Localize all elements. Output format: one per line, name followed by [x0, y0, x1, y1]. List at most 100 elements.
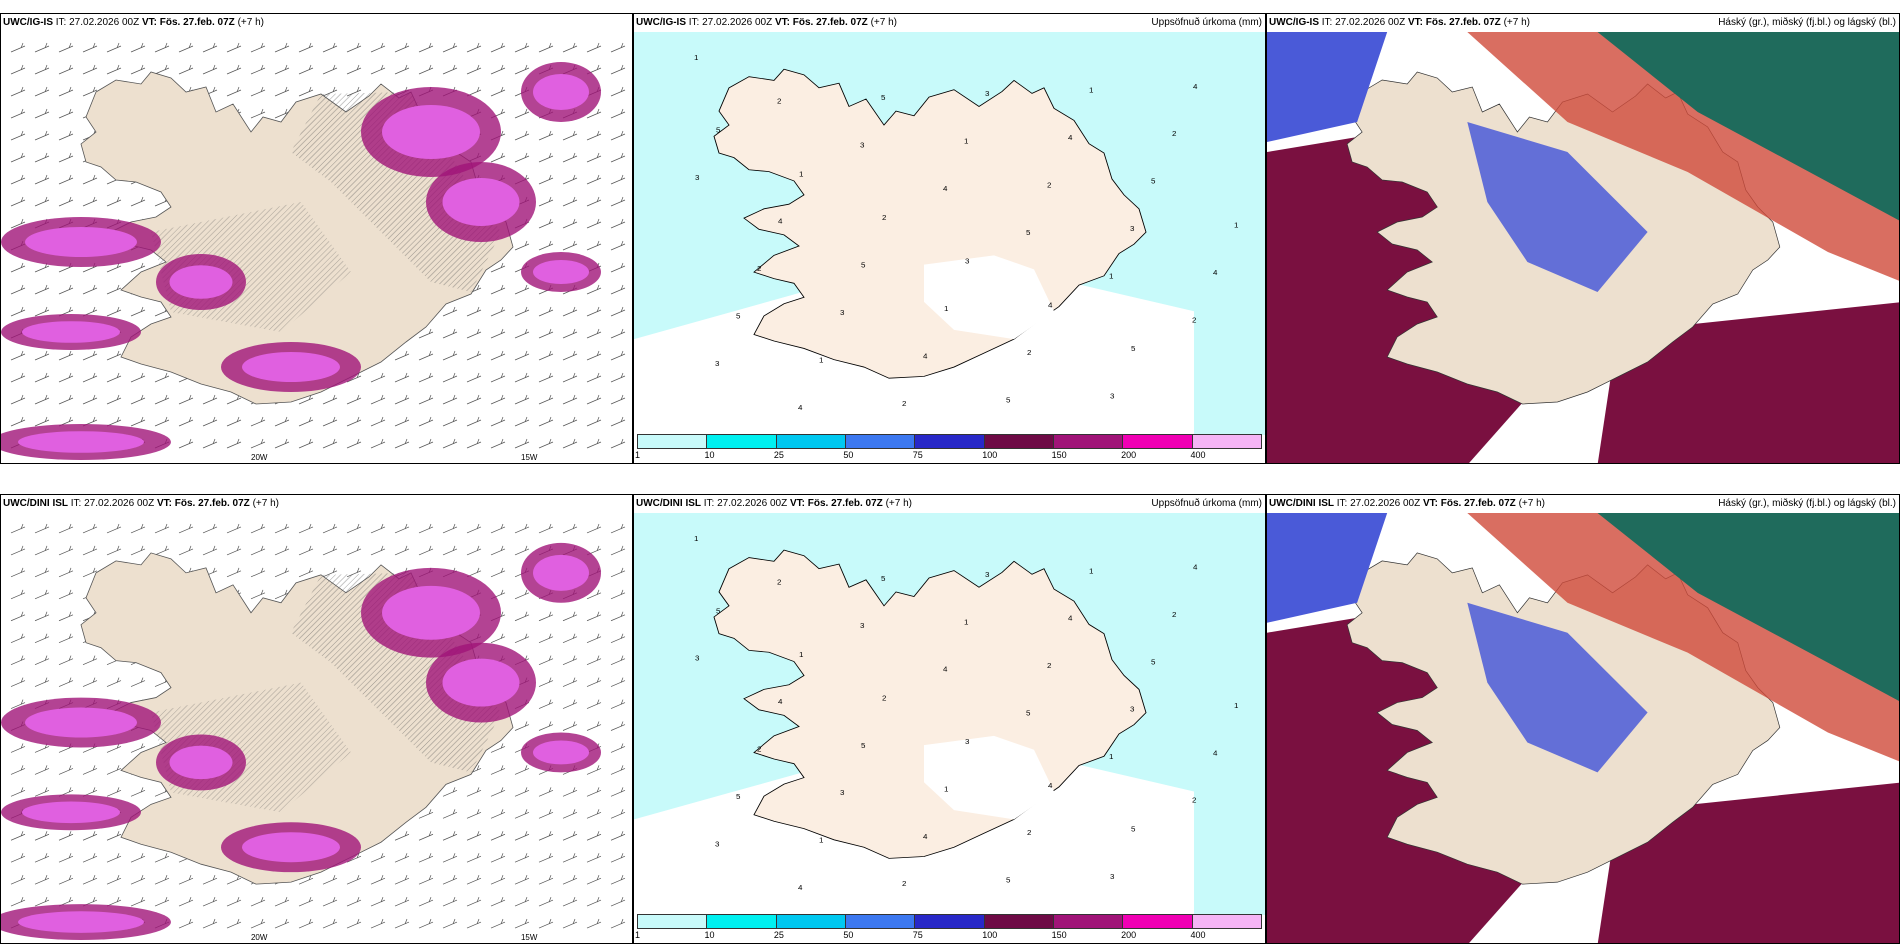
wind-barb	[466, 787, 482, 797]
wind-barb	[82, 42, 98, 53]
precip-value: 2	[1192, 796, 1196, 805]
wind-barb	[226, 918, 242, 929]
wind-barb	[202, 64, 218, 75]
wind-barb	[562, 853, 578, 863]
wind-barb	[106, 42, 122, 53]
wind-barb	[370, 918, 386, 929]
wind-barb	[610, 328, 626, 339]
wind-barb	[418, 853, 434, 863]
wind-barb	[370, 416, 386, 427]
wind-barb	[10, 130, 26, 141]
wind-barb	[58, 875, 74, 885]
wind-barb	[82, 523, 98, 534]
precip-value: 1	[799, 170, 803, 179]
lead-time: (+7 h)	[1503, 17, 1530, 28]
init-time: IT: 27.02.2026 00Z	[70, 498, 155, 509]
wind-barb	[394, 372, 410, 383]
wind-barb	[106, 831, 122, 841]
wind-barb	[250, 545, 266, 556]
wind-barb	[370, 372, 386, 383]
wind-barb	[154, 523, 170, 534]
colorbar-cells	[637, 434, 1262, 449]
wind-barb	[178, 438, 194, 449]
wind-barb	[346, 438, 362, 449]
wind-barb	[394, 831, 410, 841]
wind-barb	[10, 42, 26, 53]
wind-barb	[322, 42, 338, 53]
wind-barb	[586, 174, 602, 185]
wind-barb	[106, 787, 122, 797]
colorbar-cell	[915, 915, 985, 928]
wind-barb	[538, 130, 554, 141]
lead-time: (+7 h)	[252, 498, 279, 509]
wind-barb	[490, 523, 506, 534]
wind-barb	[154, 64, 170, 75]
wind-barb	[586, 831, 602, 841]
wind-barb	[10, 284, 26, 295]
wind-barb	[586, 699, 602, 709]
mid-cloud-area	[1467, 602, 1648, 773]
wind-barb	[610, 699, 626, 709]
wind-barb	[34, 42, 50, 53]
precip-area-inner	[18, 431, 144, 453]
wind-barb	[370, 394, 386, 405]
wind-barb	[466, 523, 482, 534]
precip-value: 4	[1048, 301, 1053, 310]
lon-label: 20W	[251, 453, 268, 462]
wind-barb	[538, 416, 554, 427]
wind-barb	[10, 699, 26, 709]
wind-barb	[562, 42, 578, 53]
wind-barb	[10, 350, 26, 361]
wind-barb	[490, 765, 506, 775]
precip-value: 2	[882, 213, 886, 222]
model-name: UWC/IG-IS	[1269, 17, 1319, 28]
wind-barb	[538, 655, 554, 665]
wind-barb	[514, 350, 530, 361]
precip-area-inner	[169, 265, 233, 299]
precip-value: 1	[964, 618, 968, 627]
wind-barb	[514, 284, 530, 295]
wind-barb	[226, 896, 242, 907]
wind-barb	[418, 918, 434, 929]
wind-barb	[34, 108, 50, 119]
cloud-map	[1267, 513, 1899, 943]
init-time: IT: 27.02.2026 00Z	[703, 498, 788, 509]
high-cloud-dense-area	[1597, 32, 1899, 221]
wind-barb	[34, 831, 50, 841]
colorbar-tick: 1	[635, 450, 641, 460]
init-time: IT: 27.02.2026 00Z	[688, 17, 773, 28]
wind-barb	[418, 372, 434, 383]
wind-barb	[202, 545, 218, 556]
model-name: UWC/DINI ISL	[636, 498, 701, 509]
wind-barb	[562, 677, 578, 687]
colorbar-cell	[776, 435, 846, 448]
wind-barb	[418, 328, 434, 339]
wind-barb	[586, 196, 602, 207]
precip-colorbar: 1 10 25 50 75 100 150 200 400	[635, 914, 1262, 942]
precip-area-inner	[533, 260, 589, 284]
wind-barb	[10, 262, 26, 273]
wind-barb	[538, 787, 554, 797]
wind-barb	[10, 655, 26, 665]
wind-barb	[58, 130, 74, 141]
precip-area-inner	[169, 745, 233, 780]
wind-barb	[562, 699, 578, 709]
wind-barb	[10, 86, 26, 97]
wind-barb	[418, 350, 434, 361]
wind-barb	[514, 853, 530, 863]
wind-barb	[394, 918, 410, 929]
wind-barb	[130, 523, 146, 534]
wind-barb	[610, 918, 626, 929]
precip-value: 2	[757, 745, 761, 754]
wind-barb	[10, 174, 26, 185]
wind-barb	[538, 372, 554, 383]
precip-value: 3	[965, 257, 969, 266]
wind-barb	[178, 523, 194, 534]
wind-barb	[610, 108, 626, 119]
wind-barb	[562, 896, 578, 907]
wind-barb	[370, 523, 386, 534]
panel-wind-igis: UWC/IG-IS IT: 27.02.2026 00Z VT: Fös. 27…	[0, 13, 633, 464]
wind-barb	[562, 787, 578, 797]
wind-barb	[274, 438, 290, 449]
wind-barb	[58, 611, 74, 622]
